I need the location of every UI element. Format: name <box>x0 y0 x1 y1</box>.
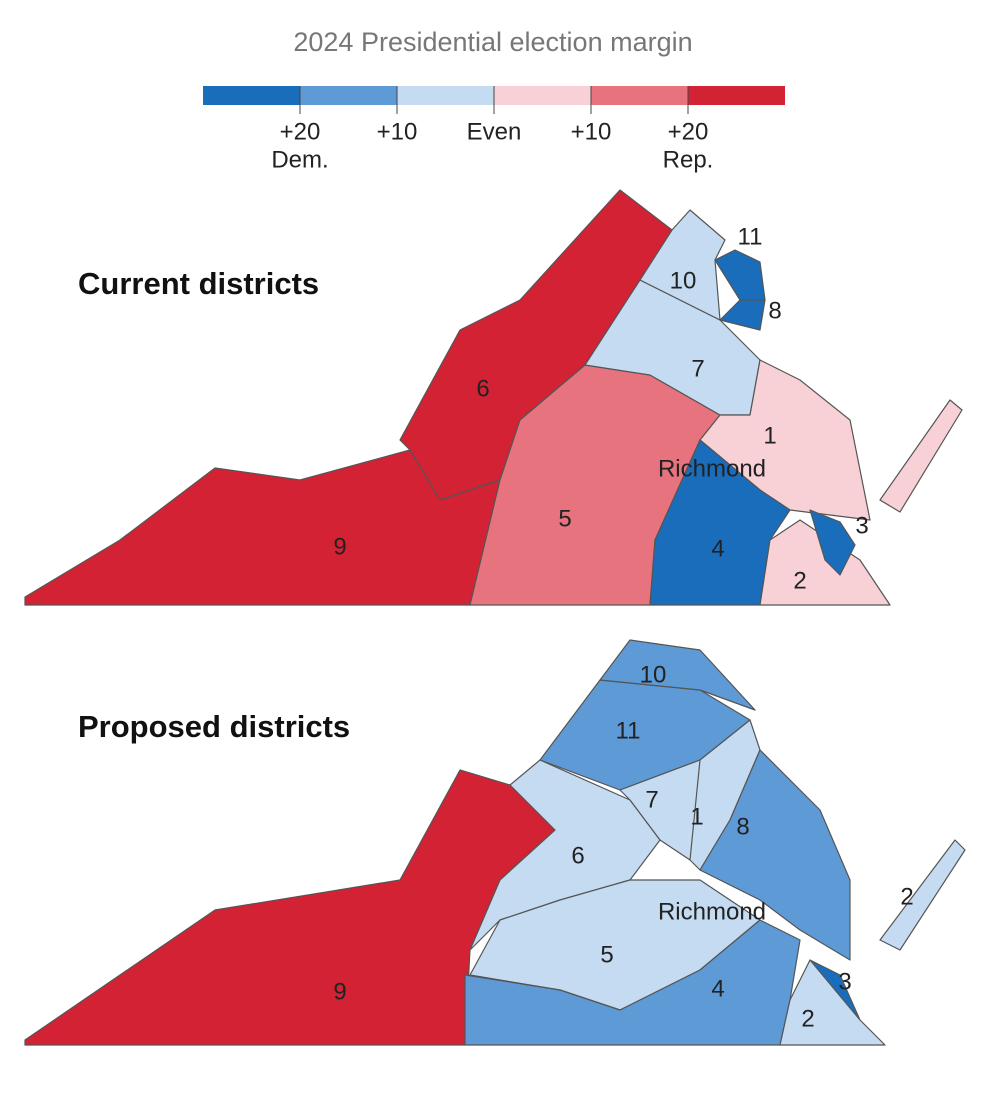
city-label: Richmond <box>658 455 766 482</box>
legend-label: +10 <box>571 118 612 145</box>
district-label: 11 <box>616 717 641 744</box>
district <box>759 519 891 606</box>
legend-label: +10 <box>377 118 418 145</box>
district-label: 6 <box>476 375 489 402</box>
city-label: Richmond <box>658 898 766 925</box>
district-label: 10 <box>670 267 697 294</box>
district <box>464 919 801 1046</box>
district-label: 11 <box>738 223 763 250</box>
district <box>809 509 856 576</box>
district <box>599 639 756 711</box>
district-label: 2 <box>900 883 913 910</box>
district-label: 6 <box>571 842 584 869</box>
district <box>699 749 851 961</box>
district-label: 1 <box>763 422 776 449</box>
map-title: Current districts <box>78 266 319 301</box>
district-label: 7 <box>691 355 704 382</box>
district <box>879 399 963 513</box>
legend-swatch <box>591 86 688 105</box>
legend-swatch <box>300 86 397 105</box>
district-label: 7 <box>645 786 658 813</box>
district <box>714 249 766 301</box>
district-label: 8 <box>768 297 781 324</box>
district <box>719 299 766 331</box>
map-title: Proposed districts <box>78 709 350 744</box>
legend-label: Even <box>467 118 522 145</box>
district-label: 4 <box>711 975 724 1002</box>
district-label: 1 <box>690 803 703 830</box>
legend-swatch <box>397 86 494 105</box>
district-label: 9 <box>333 533 346 560</box>
district-label: 5 <box>558 505 571 532</box>
district-label: 2 <box>801 1005 814 1032</box>
district-label: 2 <box>793 567 806 594</box>
legend-note: Dem. <box>271 146 328 173</box>
legend-swatch <box>203 86 300 105</box>
district-label: 5 <box>600 941 613 968</box>
district-label: 10 <box>640 661 667 688</box>
district <box>879 839 966 951</box>
legend-note: Rep. <box>663 146 714 173</box>
legend-swatch <box>688 86 785 105</box>
legend-label: +20 <box>280 118 321 145</box>
legend-swatch <box>494 86 591 105</box>
district-label: 4 <box>711 535 724 562</box>
district-label: 3 <box>838 968 851 995</box>
district-label: 8 <box>736 813 749 840</box>
district <box>779 959 886 1046</box>
legend-label: +20 <box>668 118 709 145</box>
title: 2024 Presidential election margin <box>293 27 692 57</box>
district-label: 9 <box>333 978 346 1005</box>
district-label: 3 <box>855 512 868 539</box>
